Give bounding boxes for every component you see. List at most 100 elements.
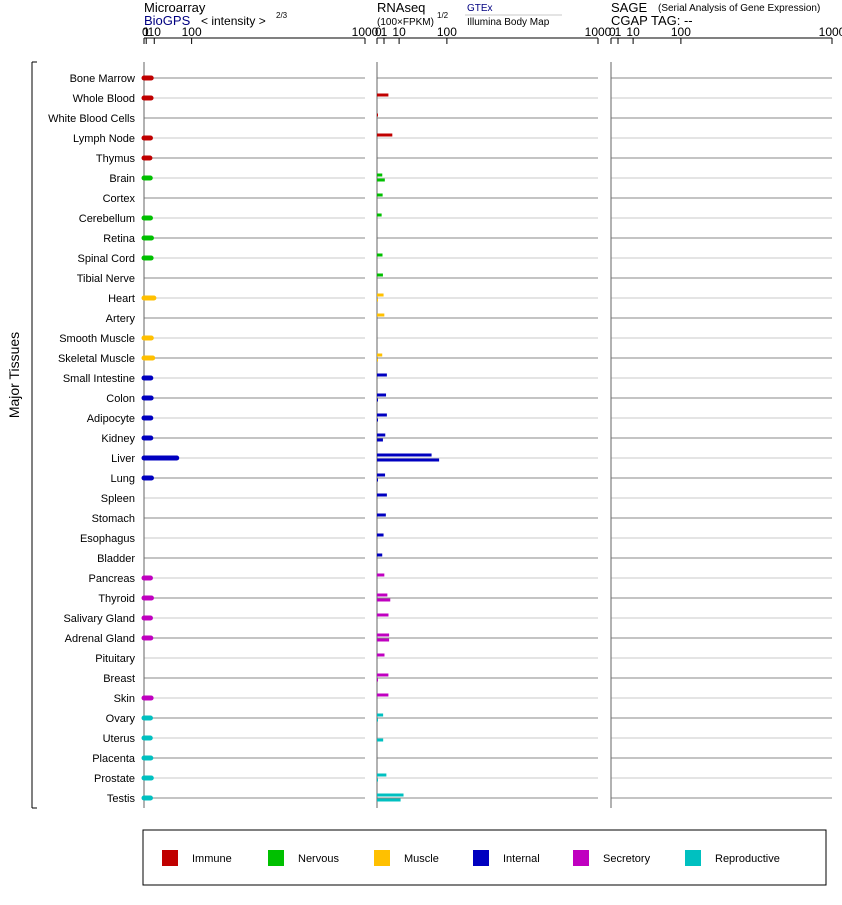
rnaseq-gtex-bar bbox=[377, 793, 404, 797]
rnaseq-gtex-bar bbox=[377, 513, 386, 517]
microarray-scale-label: < intensity > bbox=[201, 14, 266, 28]
legend-swatch-secretory bbox=[573, 850, 589, 866]
rnaseq-gtex-bar bbox=[377, 93, 389, 97]
tissue-label: Small Intestine bbox=[63, 373, 135, 385]
legend-box bbox=[142, 829, 827, 886]
rnaseq-gtex-bar bbox=[377, 253, 383, 257]
rnaseq-illumina-bar bbox=[377, 298, 378, 302]
rnaseq-gtex-bar bbox=[377, 133, 393, 137]
rnaseq-gtex-bar bbox=[377, 493, 387, 497]
sage-subtitle: (Serial Analysis of Gene Expression) bbox=[658, 3, 820, 14]
tissue-label: Stomach bbox=[92, 513, 135, 525]
tissue-label: Ovary bbox=[106, 713, 136, 725]
tissue-label: Lung bbox=[111, 473, 135, 485]
rnaseq-illumina-bar bbox=[377, 178, 385, 182]
tissue-label: Adrenal Gland bbox=[65, 633, 135, 645]
rnaseq-scale-exponent: 1/2 bbox=[437, 11, 449, 20]
tissue-label: Adipocyte bbox=[87, 413, 135, 425]
sage-tick-label: 0 bbox=[609, 25, 616, 39]
sage-tag-label: CGAP TAG: -- bbox=[611, 13, 693, 28]
tissue-label: Lymph Node bbox=[73, 133, 135, 145]
tissue-label: Salivary Gland bbox=[63, 613, 135, 625]
rnaseq-gtex-bar bbox=[377, 553, 383, 557]
tissue-label: Testis bbox=[107, 793, 136, 805]
tissue-label: Pancreas bbox=[89, 573, 136, 585]
rnaseq-illumina-bar bbox=[377, 478, 378, 482]
tissue-label: Breast bbox=[103, 673, 135, 685]
rnaseq-tick-label: 1 bbox=[381, 25, 388, 39]
rnaseq-gtex-bar bbox=[377, 593, 388, 597]
rnaseq-tick-label: 10 bbox=[392, 25, 406, 39]
tissue-label: Artery bbox=[106, 313, 136, 325]
tissue-label: Uterus bbox=[103, 733, 136, 745]
rnaseq-gtex-bar bbox=[377, 173, 383, 177]
y-group-label: Major Tissues bbox=[6, 332, 22, 418]
tissue-label: Kidney bbox=[101, 433, 135, 445]
legend-swatch-immune bbox=[162, 850, 178, 866]
rnaseq-gtex-bar bbox=[377, 693, 389, 697]
tissue-label: Whole Blood bbox=[73, 93, 135, 105]
legend-swatch-nervous bbox=[268, 850, 284, 866]
tissue-label: Heart bbox=[108, 293, 135, 305]
tissue-label: Liver bbox=[111, 453, 135, 465]
tissue-label: Thymus bbox=[96, 153, 136, 165]
legend-label-internal: Internal bbox=[503, 853, 540, 865]
rnaseq-source-gtex: GTEx bbox=[467, 3, 493, 14]
rnaseq-illumina-bar bbox=[377, 438, 383, 442]
rnaseq-source-illumina: Illumina Body Map bbox=[467, 17, 550, 28]
sage-title: SAGE bbox=[611, 0, 647, 15]
tissue-label: Tibial Nerve bbox=[77, 273, 135, 285]
rnaseq-illumina-bar bbox=[377, 798, 401, 802]
legend-label-reproductive: Reproductive bbox=[715, 853, 780, 865]
rnaseq-gtex-bar bbox=[377, 293, 384, 297]
tissue-label: Spleen bbox=[101, 493, 135, 505]
tissue-label: Esophagus bbox=[80, 533, 136, 545]
rnaseq-scale-label: (100×FPKM) bbox=[377, 17, 434, 28]
microarray-tick-label: 100 bbox=[182, 25, 202, 39]
tissue-label: Cerebellum bbox=[79, 213, 135, 225]
rnaseq-gtex-bar bbox=[377, 653, 385, 657]
rnaseq-illumina-bar bbox=[377, 418, 378, 422]
tissue-label: Skin bbox=[114, 693, 135, 705]
legend-swatch-reproductive bbox=[685, 850, 701, 866]
rnaseq-gtex-bar bbox=[377, 353, 383, 357]
rnaseq-illumina-bar bbox=[377, 358, 378, 362]
microarray-tick-label: 0 bbox=[142, 25, 149, 39]
rnaseq-gtex-bar bbox=[377, 473, 386, 477]
rnaseq-illumina-bar bbox=[377, 678, 378, 682]
tissue-label: White Blood Cells bbox=[48, 113, 135, 125]
microarray-tick-label: 1 bbox=[143, 25, 150, 39]
tissue-label: Pituitary bbox=[95, 653, 135, 665]
rnaseq-gtex-bar bbox=[377, 433, 386, 437]
rnaseq-illumina-bar bbox=[377, 398, 378, 402]
microarray-scale-exponent: 2/3 bbox=[276, 11, 288, 20]
legend-label-muscle: Muscle bbox=[404, 853, 439, 865]
rnaseq-gtex-bar bbox=[377, 673, 389, 677]
tissue-label: Thyroid bbox=[98, 593, 135, 605]
sage-tick-label: 100 bbox=[671, 25, 691, 39]
sage-tick-label: 10 bbox=[626, 25, 640, 39]
microarray-tick-label: 10 bbox=[148, 25, 162, 39]
tissue-label: Retina bbox=[103, 233, 136, 245]
rnaseq-illumina-bar bbox=[377, 458, 440, 462]
microarray-source-label: BioGPS bbox=[144, 13, 191, 28]
rnaseq-gtex-bar bbox=[377, 113, 378, 117]
tissue-label: Placenta bbox=[92, 753, 136, 765]
legend-swatch-muscle bbox=[374, 850, 390, 866]
rnaseq-illumina-bar bbox=[377, 778, 378, 782]
rnaseq-gtex-bar bbox=[377, 773, 387, 777]
rnaseq-illumina-bar bbox=[377, 738, 384, 742]
rnaseq-gtex-bar bbox=[377, 453, 432, 457]
rnaseq-gtex-bar bbox=[377, 613, 389, 617]
tissue-label: Spinal Cord bbox=[78, 253, 135, 265]
tissue-label: Smooth Muscle bbox=[59, 333, 135, 345]
rnaseq-gtex-bar bbox=[377, 633, 390, 637]
tissue-label: Bone Marrow bbox=[70, 73, 135, 85]
sage-tick-label: 1 bbox=[615, 25, 622, 39]
rnaseq-gtex-bar bbox=[377, 213, 382, 217]
rnaseq-illumina-bar bbox=[377, 638, 390, 642]
rnaseq-gtex-bar bbox=[377, 193, 383, 197]
rnaseq-gtex-bar bbox=[377, 413, 387, 417]
